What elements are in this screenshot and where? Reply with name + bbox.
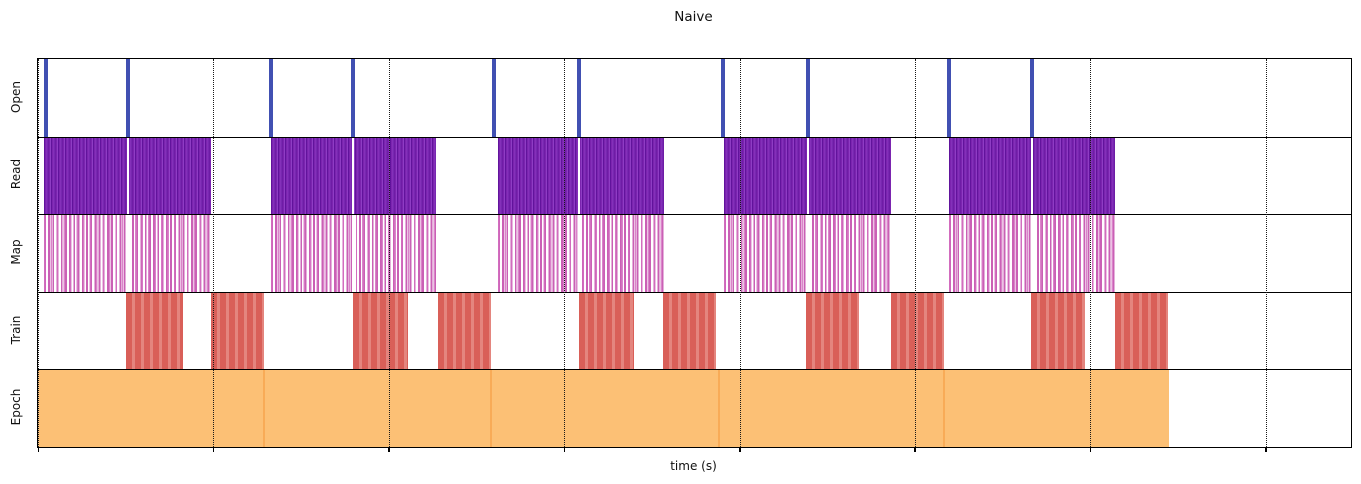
plot-area: [37, 58, 1352, 452]
x-gridline: [1090, 59, 1092, 447]
epoch-interval-bar: [719, 370, 944, 447]
open-event-spike: [269, 59, 274, 137]
open-event-spike: [805, 59, 810, 137]
epoch-interval-bar: [263, 370, 491, 447]
x-gridline: [1265, 59, 1267, 447]
read-file-separator: [806, 137, 810, 215]
map-file-separator: [351, 215, 356, 292]
row-epoch: [38, 369, 1351, 447]
x-axis-tick: [1089, 447, 1092, 452]
train-interval-bar: [211, 292, 264, 370]
x-axis-tick: [37, 447, 39, 452]
x-axis-tick: [212, 447, 215, 452]
row-label-map: Map: [9, 239, 23, 265]
row-label-epoch: Epoch: [9, 388, 23, 426]
x-gridline: [388, 59, 390, 447]
train-interval-bar: [662, 292, 717, 370]
map-file-separator: [577, 215, 582, 292]
x-gridline: [564, 59, 566, 447]
open-event-spike: [946, 59, 951, 137]
open-event-spike: [350, 59, 355, 137]
x-gridline: [739, 59, 741, 447]
train-interval-bar: [578, 292, 634, 370]
map-file-separator: [126, 215, 131, 292]
epoch-boundary-line: [942, 370, 945, 447]
x-axis-tick: [739, 447, 741, 452]
open-event-spike: [492, 59, 496, 137]
x-axis-label: time (s): [670, 459, 717, 473]
x-axis-tick: [563, 447, 566, 452]
row-train: [38, 291, 1351, 370]
x-axis-tick: [914, 447, 916, 452]
train-interval-bar: [438, 292, 491, 370]
epoch-interval-bar: [490, 370, 720, 447]
read-interval-bar: [497, 137, 665, 215]
row-label-open: Open: [9, 80, 23, 113]
read-file-separator: [351, 137, 355, 215]
train-interval-bar: [891, 292, 944, 370]
train-interval-bar: [125, 292, 183, 370]
read-file-separator: [1030, 137, 1034, 215]
open-event-spike: [720, 59, 725, 137]
epoch-interval-bar: [943, 370, 1170, 447]
open-event-spike: [44, 59, 48, 137]
x-axis-tick: [388, 447, 390, 452]
open-event-spike: [1029, 59, 1034, 137]
chart-title: Naive: [674, 9, 713, 25]
train-interval-bar: [1115, 292, 1168, 370]
x-gridline: [213, 59, 215, 447]
row-open: [38, 59, 1351, 137]
row-map: [38, 214, 1351, 292]
row-label-read: Read: [9, 159, 23, 190]
train-interval-bar: [1031, 292, 1085, 370]
x-gridline: [38, 59, 39, 447]
x-gridline: [914, 59, 916, 447]
epoch-boundary-line: [489, 370, 492, 447]
open-event-spike: [576, 59, 581, 137]
epoch-boundary-line: [718, 370, 721, 447]
epoch-interval-bar: [38, 370, 264, 447]
read-file-separator: [577, 137, 581, 215]
row-label-train: Train: [9, 315, 23, 344]
row-read: [38, 136, 1351, 215]
train-interval-bar: [805, 292, 859, 370]
epoch-boundary-line: [262, 370, 265, 447]
read-file-separator: [126, 137, 130, 215]
x-axis-tick: [1265, 447, 1267, 452]
map-file-separator: [806, 215, 811, 292]
map-file-separator: [1030, 215, 1035, 292]
train-interval-bar: [352, 292, 408, 370]
open-event-spike: [125, 59, 130, 137]
